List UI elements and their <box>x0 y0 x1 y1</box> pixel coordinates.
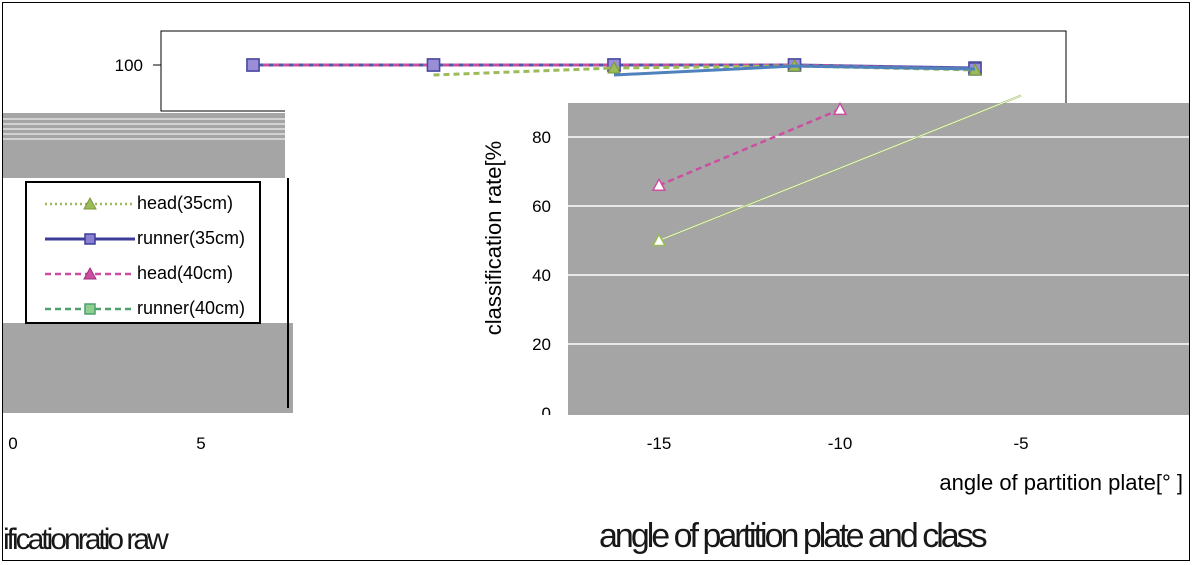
back-point-1-0 <box>246 58 260 72</box>
legend-label-head-40: head(40cm) <box>137 263 234 283</box>
band-left-bottom <box>3 323 293 413</box>
front-ytick-label-20: 20 <box>532 335 551 354</box>
legend: head(35cm) runner(35cm) head(40cm) runne… <box>25 181 261 324</box>
front-ytick-label-80: 80 <box>532 128 551 147</box>
front-ytick-label-40: 40 <box>532 266 551 285</box>
back-series-line-3 <box>613 64 976 77</box>
chart-canvas: 100 0 20 40 60 80 classification rate[% -15 -10 -… <box>3 30 1189 525</box>
back-point-1-1 <box>426 58 441 72</box>
legend-item-runner-35: runner(35cm) <box>27 221 259 256</box>
front-series-line-0 <box>658 108 841 187</box>
back-xtick-label-5: 5 <box>196 434 205 453</box>
back-xtick-label-0: 0 <box>8 434 17 453</box>
front-xtick-label--10: -10 <box>828 434 853 453</box>
front-point-0-1 <box>832 101 848 116</box>
legend-swatch-runner-35 <box>45 233 135 245</box>
legend-swatch-head-40 <box>45 266 135 280</box>
legend-swatch-head-35 <box>45 196 135 210</box>
legend-label-runner-35: runner(35cm) <box>137 228 246 248</box>
back-ytick-label-100: 100 <box>115 56 143 75</box>
caption-left: ificationratio raw <box>3 523 169 556</box>
front-series-highlight-1 <box>658 95 1022 241</box>
front-xtick-label--5: -5 <box>1013 434 1028 453</box>
legend-swatch-runner-40 <box>45 303 135 315</box>
xaxis-row <box>3 415 1189 525</box>
front-xlabel: angle of partition plate[° ] <box>939 470 1183 495</box>
front-ytick-column <box>513 103 568 418</box>
legend-label-head-35: head(35cm) <box>137 193 234 213</box>
caption-right: angle of partition plate and class <box>599 517 988 555</box>
legend-item-runner-40: runner(40cm) <box>27 291 259 326</box>
back-point-2-1 <box>607 60 621 74</box>
legend-item-head-35: head(35cm) <box>27 186 259 221</box>
front-ylabel: classification rate[% <box>481 141 506 335</box>
front-ytick-label-0: 0 <box>542 404 551 423</box>
legend-item-head-40: head(40cm) <box>27 256 259 291</box>
front-ytick-label-60: 60 <box>532 197 551 216</box>
front-plot-area <box>568 103 1189 415</box>
front-point-0-0 <box>651 177 667 192</box>
front-xtick-label--15: -15 <box>647 434 672 453</box>
front-point-1-0 <box>651 232 667 247</box>
legend-label-runner-40: runner(40cm) <box>137 298 246 318</box>
